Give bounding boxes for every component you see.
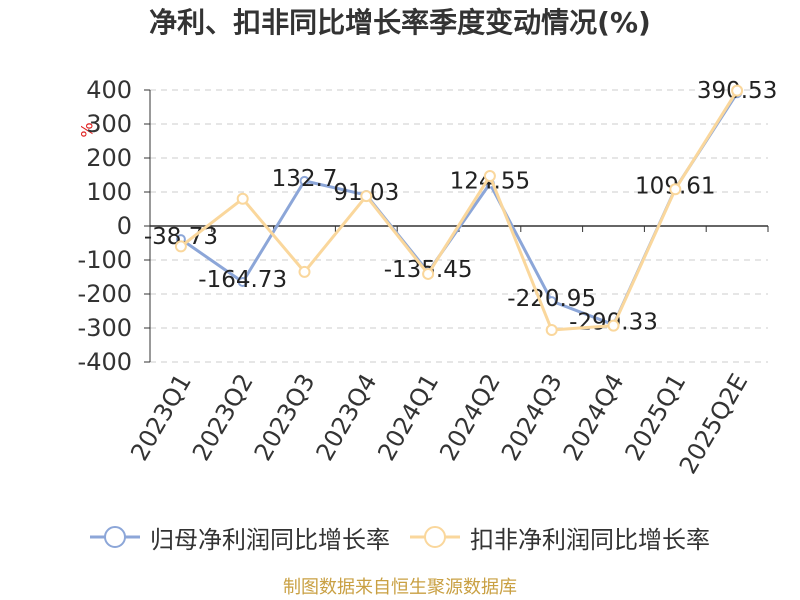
data-point-series-2 — [545, 324, 558, 337]
y-tick-label: -300 — [78, 314, 132, 342]
legend-item-series-2[interactable]: 扣非净利润同比增长率 — [410, 517, 710, 557]
data-point-series-2 — [236, 192, 249, 205]
legend-label-series-1: 归母净利润同比增长率 — [150, 525, 390, 554]
data-label: 132.7 — [272, 166, 338, 192]
y-tick-label: -200 — [78, 280, 132, 308]
legend-label-series-2: 扣非净利润同比增长率 — [470, 525, 710, 554]
data-point-series-2 — [422, 267, 435, 280]
series-line-2 — [179, 89, 739, 332]
y-tick-label: -400 — [78, 348, 132, 376]
y-tick-label: 300 — [86, 110, 132, 138]
data-point-series-1 — [546, 296, 557, 307]
y-tick-label: 200 — [86, 144, 132, 172]
data-point-series-1 — [237, 277, 248, 288]
data-point-series-2 — [607, 319, 620, 332]
y-axis-label: % — [78, 122, 97, 137]
y-tick-label: 100 — [86, 178, 132, 206]
y-tick-label: -100 — [78, 246, 132, 274]
data-point-series-2 — [174, 240, 187, 253]
data-point-series-2 — [360, 190, 373, 203]
chart-title: 净利、扣非同比增长率季度变动情况(%) — [149, 6, 651, 39]
source-footer: 制图数据来自恒生聚源数据库 — [283, 577, 517, 598]
legend-symbol-series-2 — [410, 526, 460, 548]
y-tick-label: 400 — [86, 76, 132, 104]
data-point-series-2 — [731, 84, 744, 97]
legend: 归母净利润同比增长率 扣非净利润同比增长率 — [0, 517, 800, 557]
y-tick-label: 0 — [117, 212, 132, 240]
data-point-series-2 — [669, 183, 682, 196]
data-label: -164.73 — [198, 267, 287, 293]
legend-symbol-series-1 — [90, 526, 140, 548]
legend-item-series-1[interactable]: 归母净利润同比增长率 — [90, 517, 390, 557]
data-point-series-2 — [483, 170, 496, 183]
data-label: -220.95 — [507, 286, 596, 312]
data-point-series-1 — [299, 175, 310, 186]
data-point-series-2 — [298, 265, 311, 278]
